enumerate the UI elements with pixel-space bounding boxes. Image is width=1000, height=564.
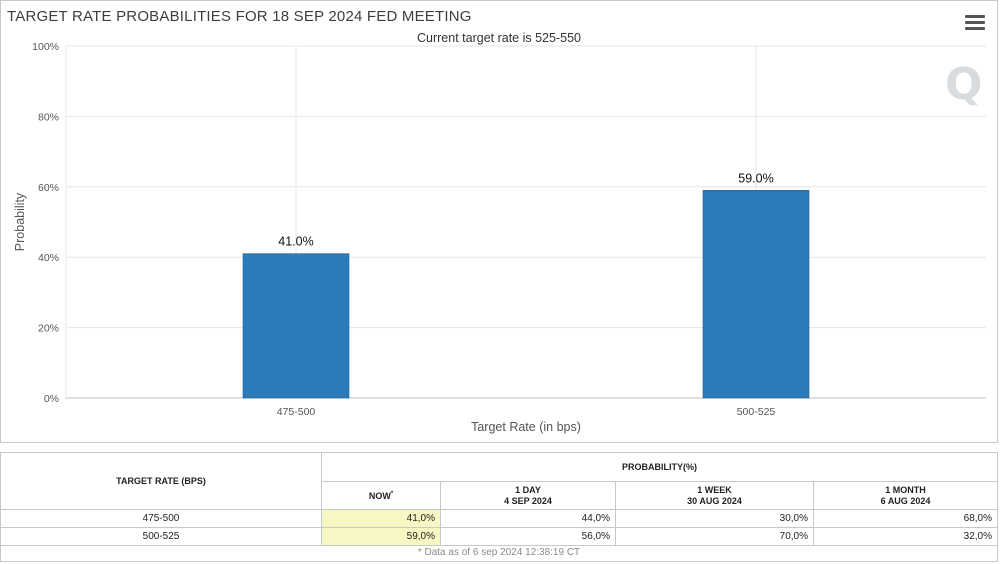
table-header-row: TARGET RATE (BPS) PROBABILITY(%) bbox=[0, 452, 998, 510]
header-1-week: 1 WEEK 30 AUG 2024 bbox=[615, 481, 814, 510]
menu-icon-line bbox=[965, 27, 985, 30]
row-rate: 475-500 bbox=[0, 509, 322, 528]
header-1-week-label: 1 WEEK bbox=[697, 484, 732, 495]
x-tick-label: 500-525 bbox=[737, 406, 776, 418]
row-rate: 500-525 bbox=[0, 527, 322, 546]
menu-icon-line bbox=[965, 15, 985, 18]
y-tick-labels: 0% 20% 40% 60% 80% 100% bbox=[32, 41, 59, 405]
data-label: 41.0% bbox=[278, 235, 313, 249]
y-tick-label: 80% bbox=[38, 111, 59, 123]
row-month-value: 32,0% bbox=[813, 527, 998, 546]
data-label: 59.0% bbox=[738, 171, 773, 185]
header-probability: PROBABILITY(%) bbox=[321, 452, 998, 482]
table-subheader-row: NOW* 1 DAY 4 SEP 2024 1 WEEK 30 AUG 2024… bbox=[1, 481, 998, 510]
grid-lines bbox=[65, 45, 986, 399]
watermark-logo: Q bbox=[945, 59, 983, 110]
y-axis-title: Probability bbox=[13, 192, 27, 251]
data-footnote: * Data as of 6 sep 2024 12:38:19 CT bbox=[0, 546, 998, 562]
header-now: NOW* bbox=[321, 481, 441, 510]
bar-475-500[interactable] bbox=[242, 253, 350, 399]
header-1-week-date: 30 AUG 2024 bbox=[687, 495, 742, 506]
x-axis-title: Target Rate (in bps) bbox=[471, 420, 581, 434]
header-target-rate: TARGET RATE (BPS) bbox=[0, 452, 322, 510]
chart-subtitle: Current target rate is 525-550 bbox=[417, 31, 581, 45]
chart-title: TARGET RATE PROBABILITIES FOR 18 SEP 202… bbox=[7, 8, 472, 25]
row-month-value: 68,0% bbox=[813, 509, 998, 528]
y-tick-label: 40% bbox=[38, 252, 59, 264]
row-week-value: 30,0% bbox=[615, 509, 814, 528]
bar-500-525[interactable] bbox=[702, 190, 810, 399]
header-1-month-date: 6 AUG 2024 bbox=[880, 495, 931, 506]
row-day-value: 44,0% bbox=[440, 509, 616, 528]
header-1-month-label: 1 MONTH bbox=[885, 484, 926, 495]
row-now-value: 41,0% bbox=[321, 509, 441, 528]
bar-chart: TARGET RATE PROBABILITIES FOR 18 SEP 202… bbox=[7, 8, 986, 434]
row-now-value: 59,0% bbox=[321, 527, 441, 546]
header-1-month: 1 MONTH 6 AUG 2024 bbox=[813, 481, 998, 510]
row-day-value: 56,0% bbox=[440, 527, 616, 546]
y-tick-label: 20% bbox=[38, 323, 59, 335]
bars: 41.0% 59.0% bbox=[242, 171, 810, 399]
x-tick-label: 475-500 bbox=[277, 406, 316, 418]
x-tick-labels: 475-500 500-525 bbox=[277, 406, 776, 418]
chart-panel: TARGET RATE PROBABILITIES FOR 18 SEP 202… bbox=[0, 0, 998, 443]
table-row: 475-500 41,0% 44,0% 30,0% 68,0% bbox=[0, 509, 998, 528]
y-tick-label: 100% bbox=[32, 41, 59, 53]
y-tick-label: 60% bbox=[38, 182, 59, 194]
header-1-day-date: 4 SEP 2024 bbox=[504, 495, 552, 506]
table-row: 500-525 59,0% 56,0% 70,0% 32,0% bbox=[0, 527, 998, 546]
y-tick-label: 0% bbox=[44, 393, 59, 405]
header-now-label: NOW bbox=[368, 491, 391, 501]
header-now-marker: * bbox=[390, 491, 394, 497]
row-week-value: 70,0% bbox=[615, 527, 814, 546]
header-1-day: 1 DAY 4 SEP 2024 bbox=[440, 481, 616, 510]
chart-menu-button[interactable] bbox=[965, 15, 985, 33]
menu-icon-line bbox=[965, 21, 985, 24]
probability-table: TARGET RATE (BPS) PROBABILITY(%) NOW* 1 … bbox=[0, 452, 998, 546]
header-1-day-label: 1 DAY bbox=[515, 484, 541, 495]
